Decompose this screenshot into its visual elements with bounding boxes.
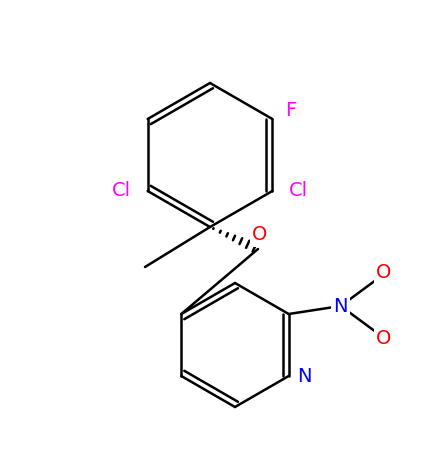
Text: F: F: [285, 101, 296, 120]
Text: Cl: Cl: [112, 181, 131, 200]
Text: N: N: [297, 366, 312, 385]
Text: O: O: [252, 226, 268, 245]
Text: N: N: [334, 297, 348, 315]
Text: O: O: [376, 330, 392, 348]
Text: O: O: [376, 264, 392, 283]
Text: Cl: Cl: [289, 181, 308, 200]
